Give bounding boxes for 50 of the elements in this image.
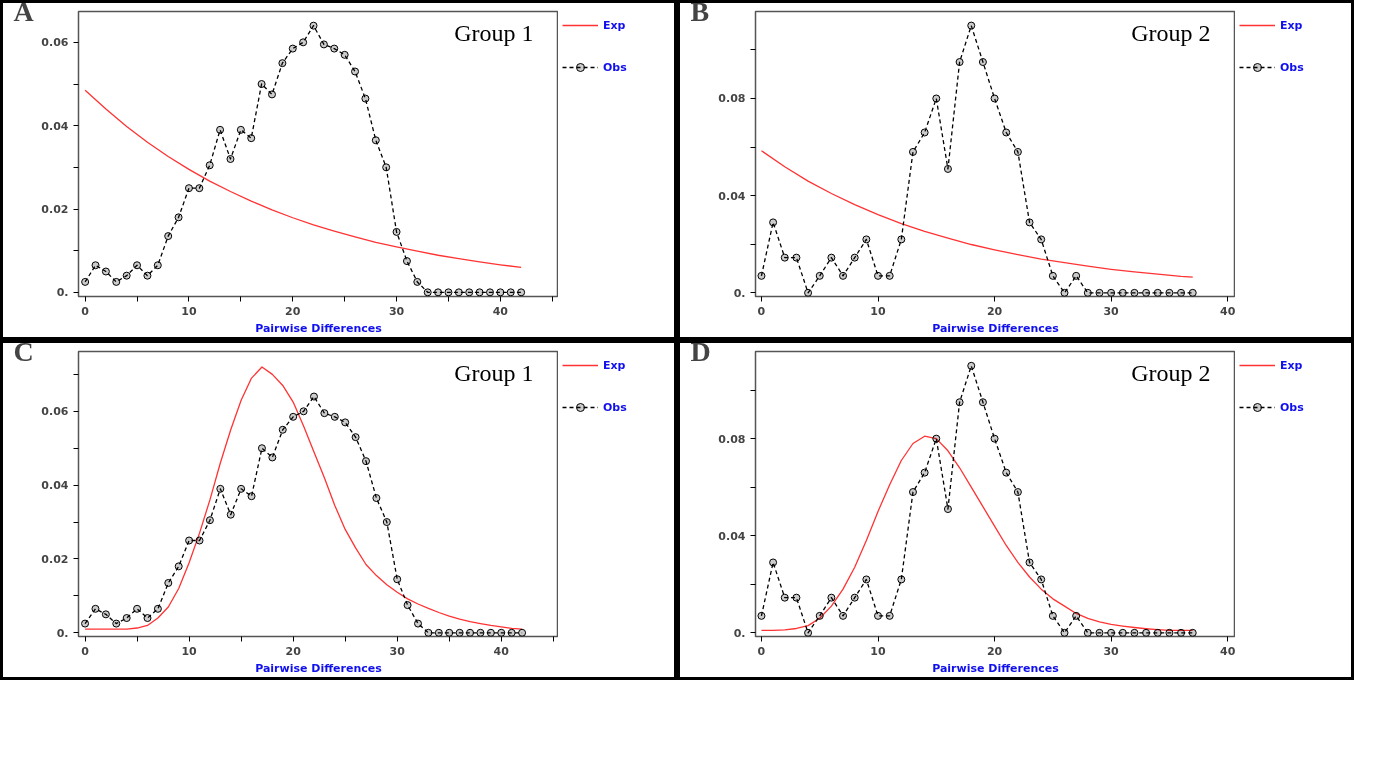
- y-tick-label: 0.: [733, 286, 746, 300]
- legend-label: Obs: [1280, 400, 1304, 414]
- y-tick-label: 0.06: [41, 36, 69, 50]
- x-tick-label: 20: [285, 304, 301, 318]
- x-tick-label: 40: [493, 644, 510, 658]
- y-tick-label: 0.: [733, 626, 746, 640]
- x-tick-label: 10: [870, 644, 887, 658]
- x-tick-label: 40: [1220, 304, 1236, 318]
- y-tick-label: 0.02: [41, 552, 69, 566]
- x-tick-label: 20: [986, 304, 1003, 318]
- legend-label: Exp: [603, 358, 626, 372]
- x-tick-label: 10: [181, 304, 197, 318]
- y-tick-label: 0.04: [718, 529, 746, 543]
- chart-subtitle: Group 1: [454, 19, 534, 46]
- x-axis-title: Pairwise Differences: [932, 661, 1060, 675]
- x-tick-label: 20: [285, 644, 302, 658]
- y-tick-label: 0.02: [41, 203, 69, 216]
- x-tick-label: 0: [81, 644, 90, 658]
- y-tick-label: 0.08: [718, 432, 746, 446]
- x-axis-title: Pairwise Differences: [255, 661, 383, 675]
- x-axis-title: Pairwise Differences: [255, 321, 383, 335]
- x-tick-label: 0: [757, 644, 766, 658]
- legend-label: Obs: [603, 400, 627, 414]
- legend-label: Obs: [1280, 60, 1304, 74]
- x-tick-label: 10: [870, 304, 887, 318]
- y-tick-label: 0.06: [41, 405, 69, 419]
- y-tick-label: 0.04: [718, 189, 746, 203]
- x-tick-label: 40: [1220, 644, 1236, 658]
- chart-subtitle: Group 2: [1131, 359, 1211, 386]
- legend-label: Exp: [1280, 18, 1303, 32]
- chart-subtitle: Group 1: [454, 359, 534, 386]
- legend-label: Obs: [603, 60, 627, 74]
- y-tick-label: 0.08: [718, 92, 746, 106]
- x-tick-label: 20: [986, 644, 1003, 658]
- x-tick-label: 30: [388, 304, 405, 318]
- x-tick-label: 30: [1103, 304, 1120, 318]
- x-axis-title: Pairwise Differences: [932, 321, 1060, 335]
- y-tick-label: 0.: [56, 626, 69, 640]
- y-tick-label: 0.04: [41, 479, 69, 493]
- x-tick-label: 40: [492, 304, 509, 318]
- x-tick-label: 0: [81, 304, 90, 318]
- x-tick-label: 30: [1103, 644, 1120, 658]
- y-tick-label: 0.: [56, 286, 69, 300]
- x-tick-label: 0: [757, 304, 766, 318]
- legend-label: Exp: [1280, 358, 1303, 372]
- x-tick-label: 10: [181, 644, 198, 658]
- x-tick-label: 30: [389, 644, 406, 658]
- y-tick-label: 0.04: [41, 119, 69, 133]
- chart-subtitle: Group 2: [1131, 19, 1211, 46]
- legend-label: Exp: [603, 18, 626, 32]
